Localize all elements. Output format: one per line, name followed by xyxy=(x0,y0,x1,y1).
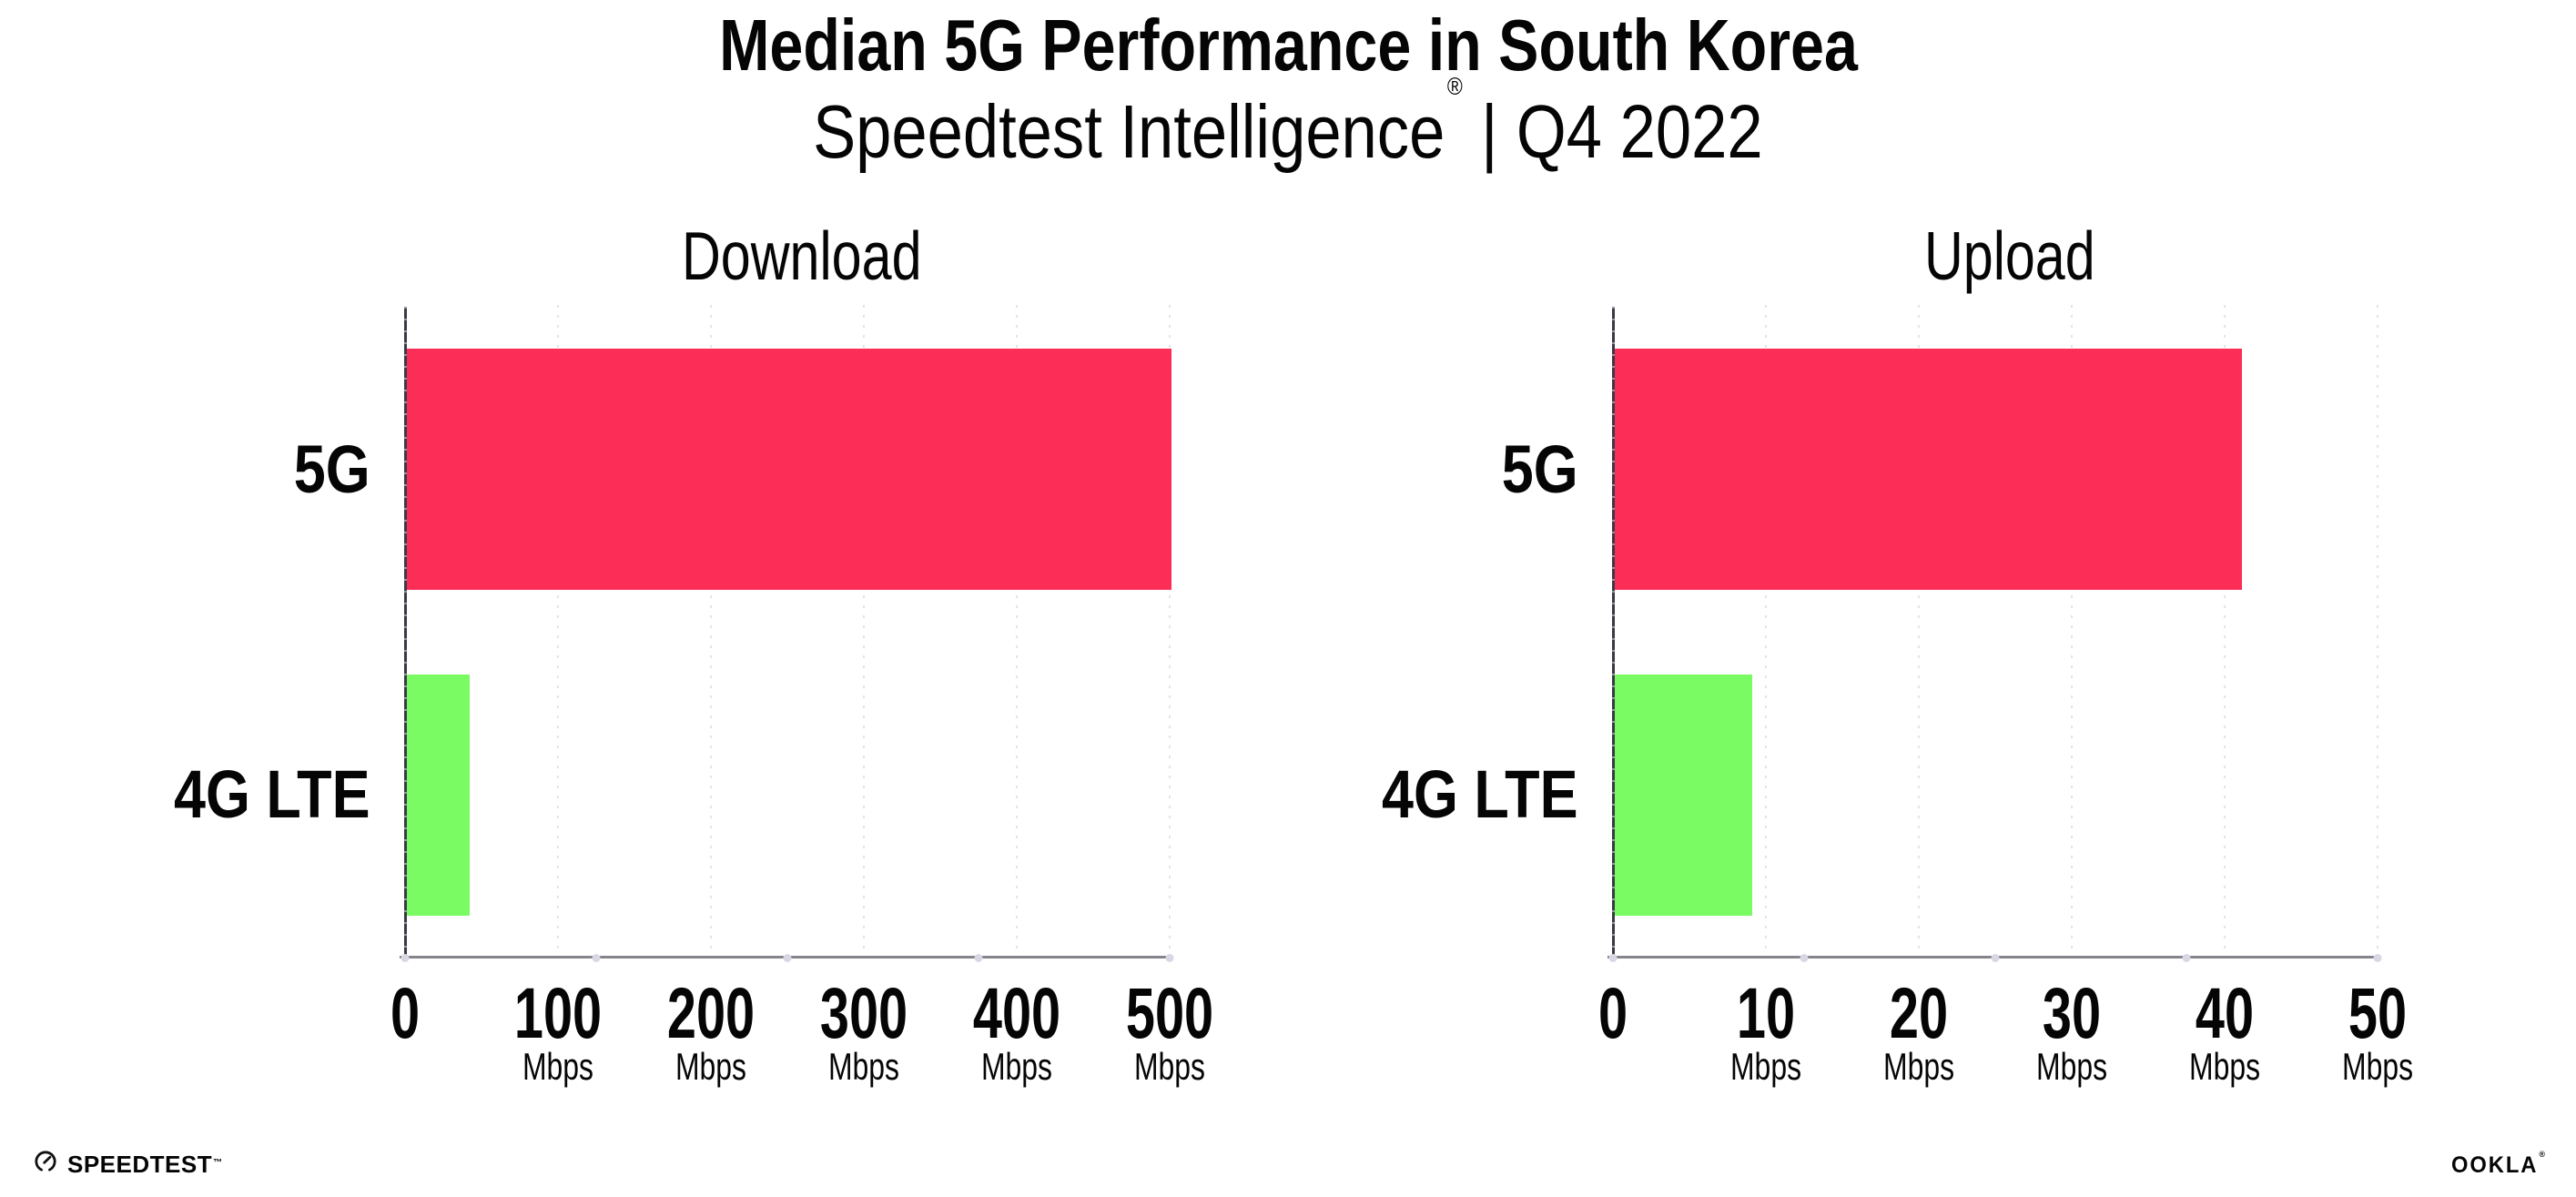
axis-tick-dot xyxy=(1991,953,2000,962)
gridline-10 xyxy=(1765,305,1767,958)
axis-tick-dot xyxy=(1165,953,1174,962)
speedtest-label: SPEEDTEST xyxy=(67,1150,213,1178)
x-tick-value: 0 xyxy=(390,972,421,1053)
download-plot-area: 0 100 Mbps 200 Mbps 300 Mbps 400 Mbps 500 Mbps 5G 4G… xyxy=(174,305,1213,1086)
gridline-300 xyxy=(863,305,865,958)
download-chart: Download 0 100 Mbps 200 Mbps 300 Mbps 400 Mbps 50… xyxy=(174,0,1213,1197)
x-tick-value: 300 xyxy=(819,972,908,1053)
x-tick-500: 500 Mbps xyxy=(1110,977,1230,1086)
bar-4g-lte xyxy=(1615,674,1753,916)
gridline-200 xyxy=(710,305,712,958)
x-tick-unit: Mbps xyxy=(522,1045,594,1088)
y-axis-line xyxy=(404,307,407,961)
x-tick-value: 0 xyxy=(1597,972,1628,1053)
axis-tick-dot xyxy=(592,953,601,962)
x-tick-value: 20 xyxy=(1889,972,1949,1053)
x-tick-unit: Mbps xyxy=(2035,1045,2108,1088)
download-chart-title: Download xyxy=(420,220,1184,292)
x-tick-unit: Mbps xyxy=(1729,1045,1802,1088)
axis-tick-dot xyxy=(2373,953,2382,962)
gridline-100 xyxy=(557,305,559,958)
x-tick-value: 30 xyxy=(2042,972,2102,1053)
x-tick-value: 500 xyxy=(1125,972,1214,1053)
x-tick-100: 100 Mbps xyxy=(498,977,618,1086)
bar-5g xyxy=(1615,349,2242,591)
ookla-logo: OOKLA ® xyxy=(2447,1150,2545,1178)
upload-chart-title: Upload xyxy=(1628,220,2392,292)
x-tick-unit: Mbps xyxy=(1133,1045,1206,1088)
registered-mark: ® xyxy=(1447,73,1463,101)
axis-tick-dot xyxy=(401,953,410,962)
ookla-wordmark: OOKLA xyxy=(2451,1152,2539,1178)
x-tick-unit: Mbps xyxy=(980,1045,1053,1088)
axis-tick-dot xyxy=(783,953,792,962)
axis-tick-dot xyxy=(1608,953,1618,962)
x-tick-unit: Mbps xyxy=(674,1045,747,1088)
x-tick-50: 50 Mbps xyxy=(2331,977,2425,1086)
page-title: Median 5G Performance in South Korea xyxy=(0,7,2576,84)
download-chart-title-text: Download xyxy=(682,218,922,294)
category-label-4g-lte: 4G LTE xyxy=(174,756,370,833)
upload-chart: Upload 0 10 Mbps 20 Mbps 30 Mbps 40 Mbps 50 Mbps 5G… xyxy=(1382,0,2413,1197)
x-tick-unit: Mbps xyxy=(1882,1045,1955,1088)
x-tick-20: 20 Mbps xyxy=(1872,977,1966,1086)
axis-tick-dot xyxy=(2182,953,2191,962)
registered-mark: ® xyxy=(2539,1150,2545,1159)
trademark-mark: ™ xyxy=(213,1157,223,1168)
x-tick-value: 40 xyxy=(2195,972,2255,1053)
x-tick-unit: Mbps xyxy=(827,1045,900,1088)
x-tick-value: 200 xyxy=(666,972,756,1053)
upload-plot-area: 0 10 Mbps 20 Mbps 30 Mbps 40 Mbps 50 Mbps 5G 4G LTE xyxy=(1382,305,2413,1086)
subtitle-period: Q4 2022 xyxy=(1516,89,1763,174)
x-tick-0: 0 xyxy=(1593,977,1633,1049)
x-tick-200: 200 Mbps xyxy=(651,977,771,1086)
x-tick-300: 300 Mbps xyxy=(804,977,924,1086)
category-label-5g: 5G xyxy=(1502,431,1578,507)
speedtest-logo: SPEEDTEST™ xyxy=(33,1149,223,1179)
bar-5g xyxy=(407,349,1171,591)
x-tick-value: 400 xyxy=(972,972,1061,1053)
axis-tick-dot xyxy=(974,953,983,962)
x-tick-value: 100 xyxy=(513,972,603,1053)
gridline-40 xyxy=(2224,305,2226,958)
x-tick-unit: Mbps xyxy=(2188,1045,2261,1088)
gridline-50 xyxy=(2377,305,2378,958)
gridline-400 xyxy=(1016,305,1018,958)
x-tick-10: 10 Mbps xyxy=(1719,977,1813,1086)
gridline-500 xyxy=(1169,305,1171,958)
page-subtitle-text: Speedtest Intelligence® | Q4 2022 xyxy=(813,74,1763,174)
speedtest-wordmark: SPEEDTEST™ xyxy=(67,1152,223,1176)
x-tick-400: 400 Mbps xyxy=(957,977,1077,1086)
axis-tick-dot xyxy=(1800,953,1809,962)
x-tick-value: 10 xyxy=(1736,972,1796,1053)
y-axis-line xyxy=(1612,307,1615,961)
x-tick-value: 50 xyxy=(2348,972,2408,1053)
x-tick-unit: Mbps xyxy=(2341,1045,2414,1088)
x-tick-30: 30 Mbps xyxy=(2025,977,2119,1086)
category-label-5g: 5G xyxy=(294,431,370,507)
category-label-4g-lte: 4G LTE xyxy=(1382,756,1578,833)
page-title-text: Median 5G Performance in South Korea xyxy=(718,5,1858,86)
speedtest-gauge-icon xyxy=(33,1149,58,1179)
subtitle-separator: | xyxy=(1481,89,1498,174)
x-tick-0: 0 xyxy=(385,977,425,1049)
subtitle-brand: Speedtest Intelligence xyxy=(813,89,1445,174)
gridline-30 xyxy=(2071,305,2073,958)
x-tick-40: 40 Mbps xyxy=(2178,977,2272,1086)
page-subtitle: Speedtest Intelligence® | Q4 2022 xyxy=(0,74,2576,174)
bar-4g-lte xyxy=(407,674,470,916)
upload-chart-title-text: Upload xyxy=(1924,218,2095,294)
gridline-20 xyxy=(1918,305,1920,958)
